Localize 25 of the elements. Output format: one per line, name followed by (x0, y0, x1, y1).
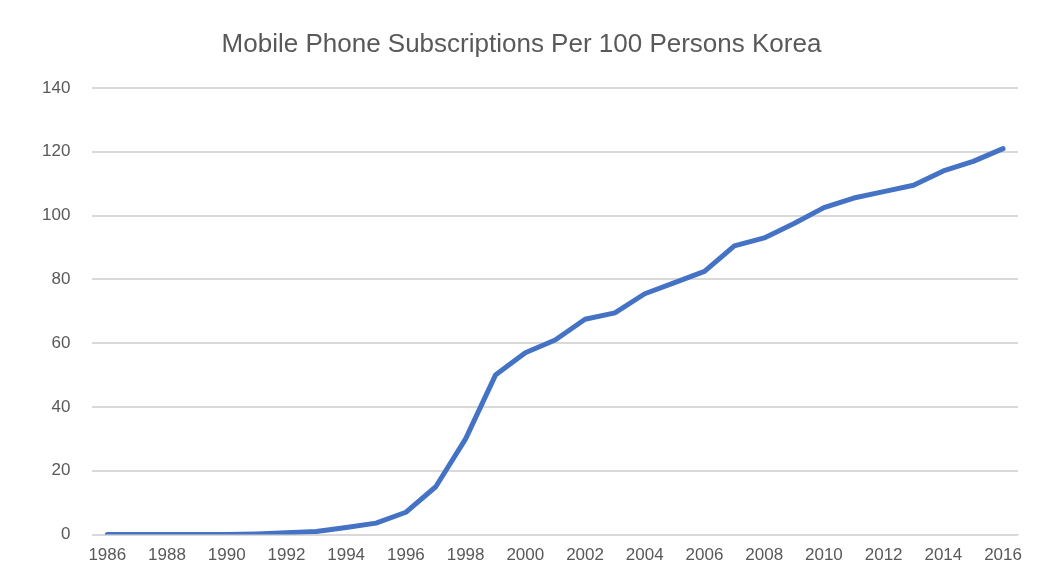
x-tick-label: 1998 (446, 545, 485, 565)
x-tick-label: 1994 (327, 545, 366, 565)
x-tick-label: 2002 (566, 545, 604, 565)
x-tick-label: 2010 (805, 545, 843, 565)
x-tick-label: 2016 (984, 545, 1022, 565)
x-tick-label: 1988 (148, 545, 186, 565)
x-tick-label: 1986 (88, 545, 127, 565)
x-tick-label: 2012 (864, 545, 903, 565)
y-tick-label: 40 (51, 396, 71, 416)
x-tick-label: 1996 (386, 545, 425, 565)
chart-title: Mobile Phone Subscriptions Per 100 Persons Korea (220, 28, 823, 59)
y-tick-label: 80 (51, 269, 71, 289)
x-tick-label: 1990 (207, 545, 246, 565)
x-tick-label: 2000 (506, 545, 545, 565)
y-tick-label: 20 (51, 460, 71, 480)
x-tick-label: 2008 (745, 545, 784, 565)
y-tick-label: 0 (60, 524, 71, 544)
x-tick-label: 2004 (625, 545, 664, 565)
x-tick-label: 2006 (685, 545, 724, 565)
y-tick-label: 120 (41, 141, 71, 161)
x-tick-label: 2014 (924, 545, 963, 565)
y-tick-label: 140 (41, 77, 71, 97)
y-tick-label: 60 (51, 332, 71, 352)
x-tick-label: 1992 (267, 545, 306, 565)
y-tick-label: 100 (41, 205, 71, 225)
